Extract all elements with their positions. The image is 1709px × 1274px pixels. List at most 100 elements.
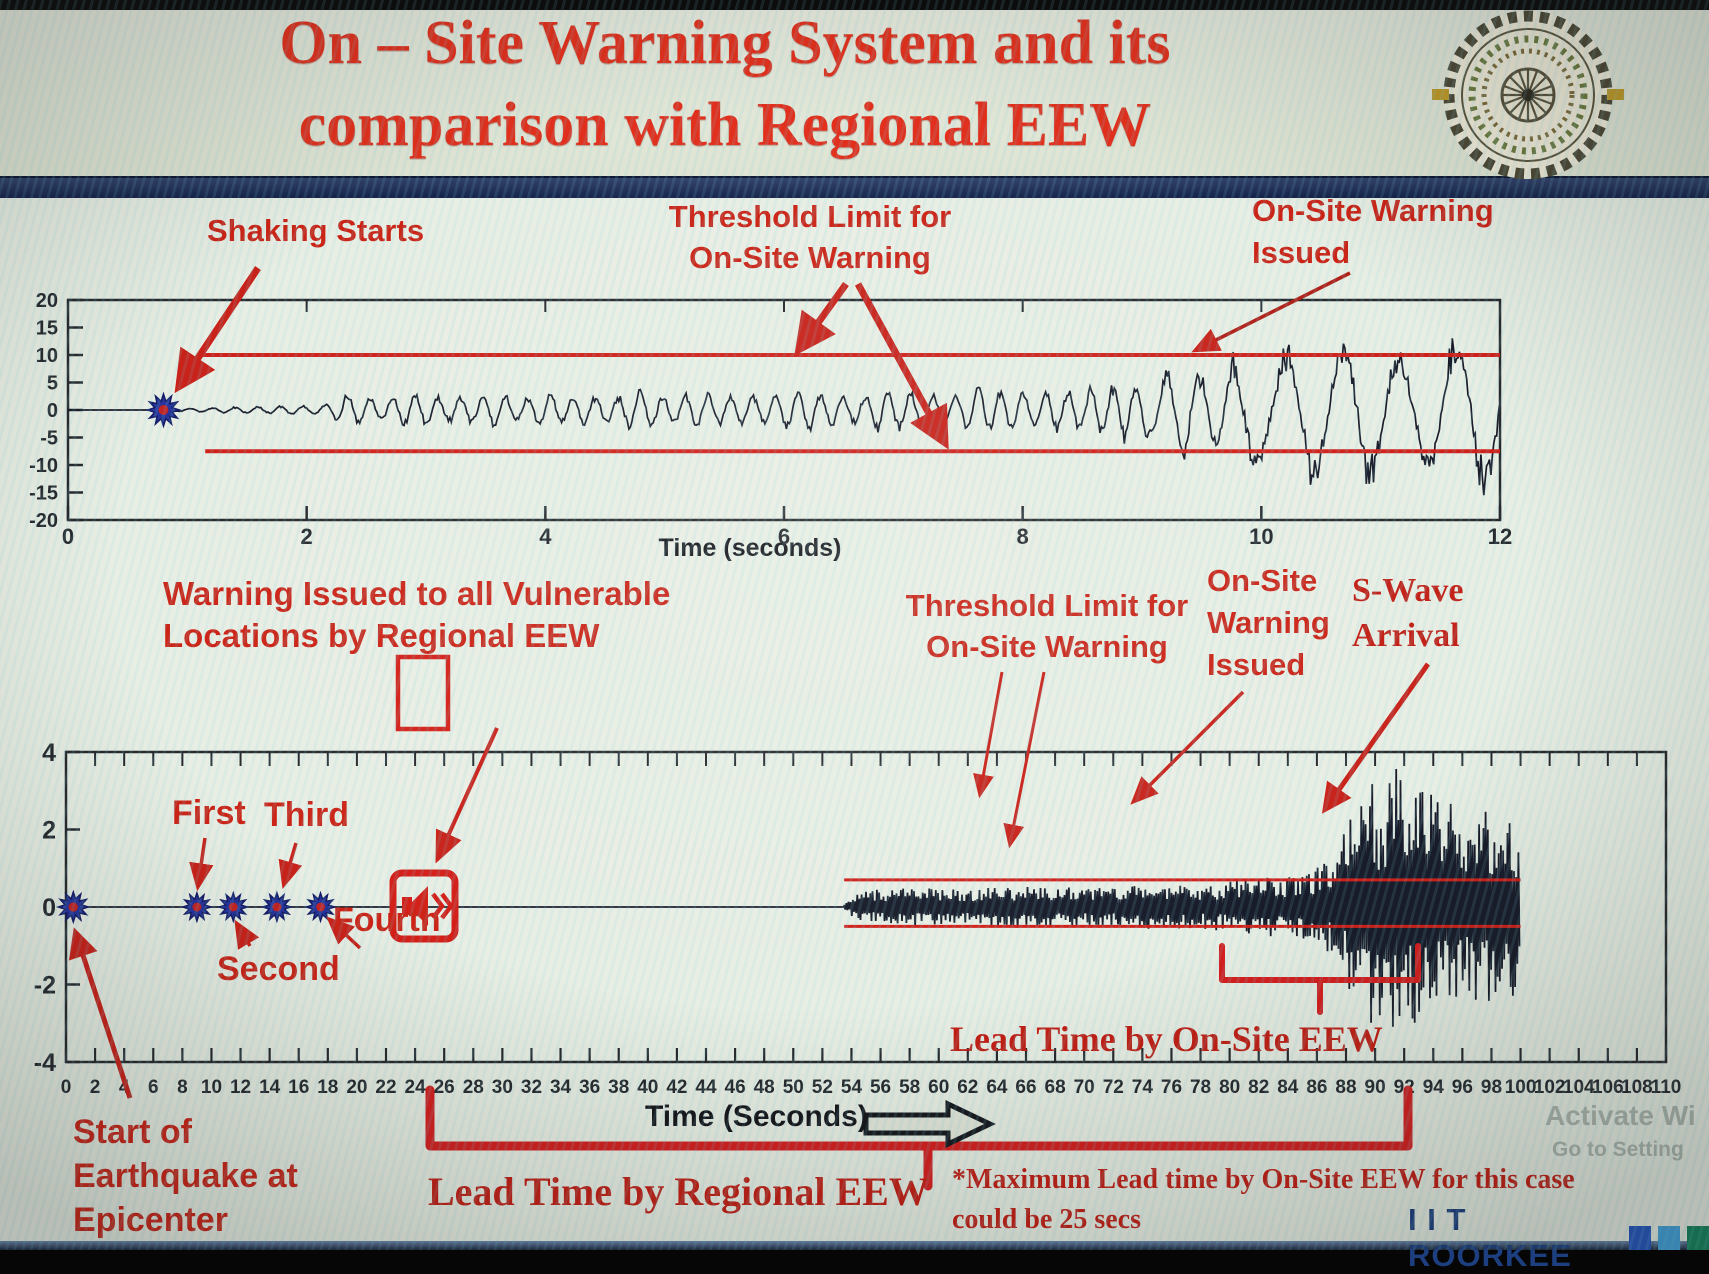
svg-text:94: 94 <box>1423 1077 1445 1098</box>
svg-text:22: 22 <box>375 1077 396 1098</box>
svg-text:-20: -20 <box>29 510 58 532</box>
header-divider <box>0 176 1709 198</box>
svg-text:20: 20 <box>36 290 58 312</box>
brand-text: I I T ROORKEE <box>1408 1202 1572 1273</box>
third-warning-label: Third <box>264 796 349 834</box>
threshold-lower-arrow-top-chart <box>854 282 949 450</box>
svg-text:54: 54 <box>841 1077 863 1098</box>
svg-text:76: 76 <box>1161 1077 1182 1098</box>
svg-text:64: 64 <box>986 1077 1008 1098</box>
svg-text:14: 14 <box>259 1077 281 1098</box>
svg-text:66: 66 <box>1015 1077 1036 1098</box>
page-title: On – Site Warning System and its compari… <box>60 2 1390 166</box>
svg-text:34: 34 <box>550 1077 572 1098</box>
svg-text:104: 104 <box>1563 1077 1595 1098</box>
threshold-upper-arrow-top-chart <box>794 281 849 356</box>
svg-text:-10: -10 <box>29 455 58 477</box>
svg-text:80: 80 <box>1219 1077 1240 1098</box>
activation-watermark-line2: Go to Setting <box>1552 1138 1684 1161</box>
svg-text:44: 44 <box>695 1077 717 1098</box>
svg-text:32: 32 <box>521 1077 542 1098</box>
svg-text:0: 0 <box>62 524 74 549</box>
svg-text:40: 40 <box>637 1077 658 1098</box>
svg-text:110: 110 <box>1651 1077 1682 1098</box>
third-marker-arrow <box>278 842 303 890</box>
svg-text:96: 96 <box>1452 1077 1473 1098</box>
regional-warning-label: Warning Issued to all Vulnerable Locatio… <box>163 575 671 654</box>
svg-text:-2: -2 <box>34 972 56 1000</box>
onsite-warning-issued-label-bottom-chart: On-Site Warning Issued <box>1207 563 1330 682</box>
svg-text:-5: -5 <box>40 428 58 450</box>
svg-text:16: 16 <box>288 1077 309 1098</box>
svg-text:6: 6 <box>778 524 790 549</box>
lead-time-onsite-brace <box>1219 943 1421 1015</box>
second-marker-arrow <box>234 919 260 950</box>
lead-time-regional-brace <box>425 1085 1413 1191</box>
activation-watermark-line1: Activate Wi <box>1545 1100 1696 1131</box>
lead-time-onsite-label: Lead Time by On-Site EEW <box>950 1019 1383 1059</box>
svg-text:30: 30 <box>492 1077 513 1098</box>
regional-warning-arrow <box>435 727 499 864</box>
second-warning-label: Second <box>217 950 340 988</box>
svg-text:36: 36 <box>579 1077 600 1098</box>
svg-text:12: 12 <box>230 1077 251 1098</box>
svg-text:78: 78 <box>1190 1077 1211 1098</box>
brand-square-green <box>1686 1226 1709 1250</box>
iit-roorkee-brand: I I T ROORKEE <box>1408 1202 1709 1274</box>
svg-text:12: 12 <box>1488 524 1512 549</box>
threshold-limit-label-top-chart: Threshold Limit for On-Site Warning <box>668 199 952 275</box>
svg-text:98: 98 <box>1481 1077 1502 1098</box>
svg-text:48: 48 <box>754 1077 775 1098</box>
svg-text:60: 60 <box>928 1077 949 1098</box>
svg-text:42: 42 <box>666 1077 687 1098</box>
threshold-lower-arrow-bottom-chart <box>1003 671 1046 849</box>
svg-text:72: 72 <box>1103 1077 1124 1098</box>
svg-text:38: 38 <box>608 1077 629 1098</box>
svg-text:10: 10 <box>201 1077 222 1098</box>
svg-text:5: 5 <box>47 373 58 395</box>
bottom-chart-x-axis-label: Time (Seconds) <box>645 1100 868 1133</box>
svg-text:10: 10 <box>36 345 58 367</box>
svg-text:28: 28 <box>463 1077 484 1098</box>
svg-text:108: 108 <box>1621 1077 1653 1098</box>
epicenter-arrow <box>68 927 133 1099</box>
s-wave-arrival-arrow <box>1321 662 1431 814</box>
svg-text:15: 15 <box>36 318 58 340</box>
charts-layer: 20151050-5-10-15-20024681012420-2-402468… <box>29 290 1681 1098</box>
onsite-warning-issued-arrow-bottom-chart <box>1130 690 1245 805</box>
svg-text:88: 88 <box>1335 1077 1356 1098</box>
svg-text:0: 0 <box>42 894 56 922</box>
svg-text:8: 8 <box>177 1077 188 1098</box>
svg-text:0: 0 <box>47 400 58 422</box>
photo-top-edge <box>0 0 1709 10</box>
svg-text:52: 52 <box>812 1077 833 1098</box>
emblem-left-wing <box>1432 89 1449 100</box>
svg-text:90: 90 <box>1365 1077 1386 1098</box>
svg-text:106: 106 <box>1592 1077 1624 1098</box>
shaking-starts-arrow <box>174 266 261 394</box>
shaking-start-marker <box>145 391 182 429</box>
top-chart-x-axis-label: Time (seconds) <box>658 534 842 562</box>
fourth-warning-label: Fourth <box>333 901 441 939</box>
svg-text:0: 0 <box>61 1077 72 1098</box>
svg-text:2: 2 <box>301 524 313 549</box>
svg-text:86: 86 <box>1306 1077 1327 1098</box>
svg-text:6: 6 <box>148 1077 159 1098</box>
svg-text:46: 46 <box>725 1077 746 1098</box>
svg-text:100: 100 <box>1505 1077 1537 1098</box>
svg-text:4: 4 <box>539 524 552 549</box>
regional-warning-markers <box>180 890 337 924</box>
fourth-marker-arrow <box>326 916 362 950</box>
shaking-starts-label: Shaking Starts <box>207 213 425 248</box>
svg-text:20: 20 <box>346 1077 367 1098</box>
bottom-chart-waveform <box>73 768 1521 1027</box>
onsite-warning-issued-label-top-chart: On-Site Warning Issued <box>1252 193 1494 270</box>
time-arrow-icon <box>863 1100 996 1148</box>
bottom-chart-axes: 420-2-4024681012141618202224262830323436… <box>34 739 1682 1098</box>
svg-text:56: 56 <box>870 1077 891 1098</box>
svg-text:-4: -4 <box>34 1049 56 1077</box>
epicenter-label: Start of Earthquake at Epicenter <box>73 1113 298 1239</box>
svg-text:24: 24 <box>405 1077 427 1098</box>
svg-text:10: 10 <box>1249 524 1273 549</box>
